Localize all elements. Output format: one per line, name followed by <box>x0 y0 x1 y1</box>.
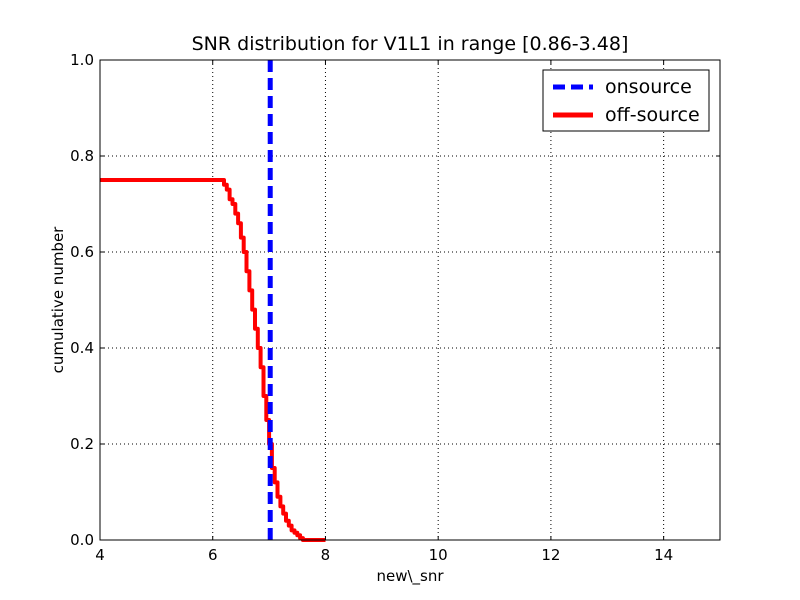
y-tick-label: 0.4 <box>70 339 94 357</box>
plot-background <box>100 60 720 540</box>
legend-box <box>542 69 710 132</box>
plot-area: 4 6 8 10 12 14 0.0 0.2 0.4 0.6 0.8 1.0 <box>70 51 721 564</box>
chart-title: SNR distribution for V1L1 in range [0.86… <box>192 33 629 55</box>
y-tick-label: 0.2 <box>70 435 94 453</box>
x-tick-label: 8 <box>321 546 331 564</box>
tick-layer: 4 6 8 10 12 14 0.0 0.2 0.4 0.6 0.8 1.0 <box>70 51 720 564</box>
x-tick-label: 12 <box>541 546 560 564</box>
y-tick-label: 0.8 <box>70 147 94 165</box>
plot-frame <box>99 59 721 541</box>
x-tick-label: 6 <box>208 546 218 564</box>
off-source-line <box>100 178 326 542</box>
legend-label-onsource: onsource <box>605 76 692 98</box>
legend-label-off-source: off-source <box>605 104 700 126</box>
y-tick-label: 0.6 <box>70 243 94 261</box>
x-axis-label: new\_snr <box>376 567 444 586</box>
x-tick-label: 14 <box>654 546 673 564</box>
y-axis-label: cumulative number <box>49 226 67 374</box>
x-tick-label: 4 <box>95 546 105 564</box>
grid-layer <box>100 60 720 540</box>
y-tick-label: 1.0 <box>70 51 94 69</box>
x-tick-label: 10 <box>429 546 448 564</box>
legend: onsource off-source <box>542 69 710 132</box>
series-layer <box>100 60 326 542</box>
y-tick-label: 0.0 <box>70 531 94 549</box>
